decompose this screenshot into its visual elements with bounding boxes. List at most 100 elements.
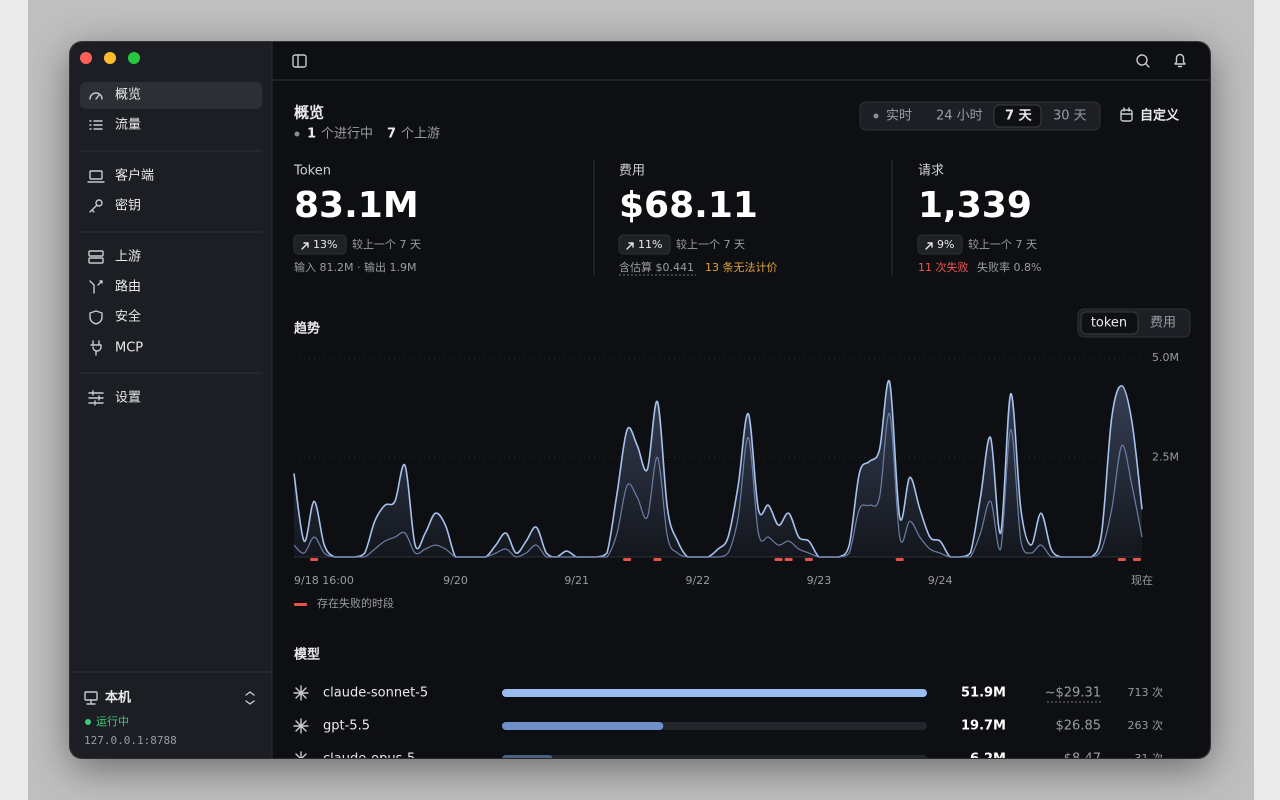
toggle-option[interactable]: 费用 [1150, 316, 1176, 331]
separators [70, 79, 1210, 673]
model-icon [293, 718, 309, 734]
model-tokens: 51.9M [961, 686, 1006, 701]
model-tokens: 19.7M [961, 719, 1006, 734]
arrow-icon [626, 242, 634, 250]
app-ui: 概览 流量 客户端 密钥 上游 路由 安全 MCP 设置 本机 运行中 127.… [70, 42, 1210, 758]
failure-marker [310, 558, 319, 561]
stat-detail: 输入 81.2M · 输出 1.9M [294, 260, 416, 274]
x-tick-label: 9/20 [443, 574, 468, 587]
host-name[interactable]: 本机 [105, 690, 131, 706]
status-dot [294, 131, 300, 137]
line [293, 413, 1143, 558]
stat-detail: 含估算 $0.441 [619, 260, 694, 274]
x-tick-label: 9/24 [928, 574, 953, 587]
stat-note: 失败率 0.8% [977, 260, 1041, 274]
x-tick-label: 9/22 [685, 574, 710, 587]
minimize-button[interactable] [104, 52, 116, 64]
model-cost: $8.47 [1064, 752, 1101, 759]
range-option[interactable]: 实时 [886, 109, 912, 124]
nav-active [80, 82, 262, 109]
custom-range[interactable]: 自定义 [1140, 108, 1180, 124]
nav-item[interactable]: 设置 [115, 391, 141, 406]
stat-label: Token [293, 164, 331, 179]
x-tick-label: 9/21 [564, 574, 589, 587]
stat-label: 请求 [918, 164, 944, 179]
compare: 较上一个 7 天 [968, 237, 1037, 251]
failure-marker [653, 558, 662, 561]
change-value: 9% [937, 238, 954, 251]
stat-value: 1,339 [918, 185, 1032, 226]
range-option[interactable]: 7 天 [1005, 109, 1033, 124]
zoom-button[interactable] [128, 52, 140, 64]
model-name: gpt-5.5 [323, 719, 370, 734]
change-value: 13% [313, 238, 337, 251]
page-title: 概览 [294, 104, 324, 122]
status: 运行中 [96, 715, 129, 728]
toggle-active [1080, 311, 1139, 335]
range-active [993, 104, 1042, 128]
failure-marker [895, 558, 904, 561]
model-name: claude-opus-5 [323, 752, 415, 759]
calendar-icon [1120, 107, 1133, 122]
models-title: 模型 [294, 647, 320, 663]
failure-marker [784, 558, 793, 561]
range-option[interactable]: 30 天 [1053, 109, 1087, 124]
active-count: 1 [307, 127, 316, 142]
stat-value: $68.11 [619, 185, 758, 226]
active-text: 个进行中 [321, 127, 373, 142]
sidebar [70, 42, 272, 758]
address: 127.0.0.1:8788 [84, 734, 177, 747]
nav-item[interactable]: 客户端 [115, 168, 154, 184]
upstream-count: 7 [387, 127, 396, 142]
toggle-option[interactable]: token [1091, 316, 1127, 331]
y-tick-label: 2.5M [1152, 451, 1179, 464]
failure-marker [774, 558, 783, 561]
compare: 较上一个 7 天 [352, 237, 421, 251]
change-value: 11% [638, 238, 662, 251]
compare: 较上一个 7 天 [676, 237, 745, 251]
line [293, 379, 1143, 558]
failure-marker [623, 558, 632, 561]
close-button[interactable] [80, 52, 92, 64]
y-tick-label: 5.0M [1152, 351, 1179, 364]
change-badge [917, 234, 963, 255]
area [294, 380, 1142, 557]
toolbar-icons[interactable] [292, 53, 1186, 68]
failure-marker [804, 558, 813, 561]
nav-item[interactable]: 路由 [115, 279, 141, 295]
nav-item[interactable]: 密钥 [115, 198, 141, 214]
legend-swatch [294, 603, 307, 606]
stat-label: 费用 [619, 164, 645, 179]
nav-item[interactable]: 上游 [115, 250, 141, 265]
model-cost: ~$29.31 [1045, 686, 1101, 701]
model-count: 31 次 [1135, 751, 1164, 758]
nav-item[interactable]: MCP [115, 341, 143, 356]
stat-note: 13 条无法计价 [705, 260, 778, 274]
bar [502, 755, 553, 758]
model-tokens: 6.2M [970, 752, 1006, 759]
nav-item[interactable]: 流量 [115, 118, 141, 133]
range-option[interactable]: 24 小时 [936, 109, 983, 124]
x-tick-label: 现在 [1131, 574, 1153, 587]
live-dot [873, 113, 879, 119]
x-tick-label: 9/23 [807, 574, 832, 587]
app-window: 概览 流量 客户端 密钥 上游 路由 安全 MCP 设置 本机 运行中 127.… [70, 42, 1210, 758]
model-count: 263 次 [1128, 718, 1164, 732]
status-dot [85, 719, 91, 725]
x-tick-label: 9/18 16:00 [294, 574, 354, 587]
bar [502, 722, 664, 730]
model-count: 713 次 [1128, 685, 1164, 699]
bar [502, 689, 927, 697]
arrow-icon [301, 242, 309, 250]
nav-item[interactable]: 安全 [115, 309, 141, 325]
model-name: claude-sonnet-5 [323, 686, 428, 701]
upstream-text: 个上游 [401, 127, 440, 142]
nav-icons [84, 92, 255, 705]
nav-item[interactable]: 概览 [115, 87, 141, 103]
failure-marker [1117, 558, 1126, 561]
stat-value: 83.1M [294, 185, 419, 226]
arrow-icon [925, 242, 933, 250]
change-badge [618, 234, 671, 255]
legend-label: 存在失败的时段 [317, 596, 394, 610]
